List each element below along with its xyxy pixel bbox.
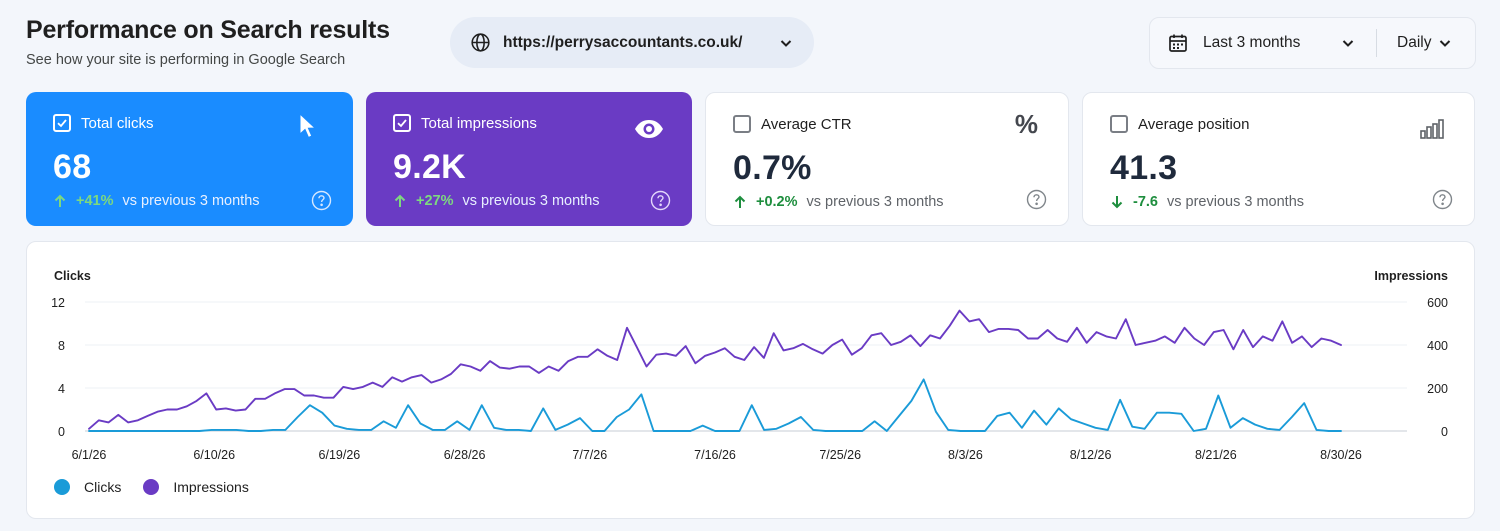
- average-ctr-card[interactable]: Average CTR % 0.7% +0.2% vs previous 3 m…: [705, 92, 1069, 226]
- help-icon[interactable]: [650, 190, 671, 211]
- date-range-label: Last 3 months: [1203, 34, 1301, 51]
- performance-chart: 0 0 4 200 8 400 12 600 Clicks Impressions 6/1/26 6/…: [26, 241, 1475, 519]
- bar-chart-icon: [1420, 119, 1444, 139]
- x-tick-label: 8/12/26: [1070, 448, 1112, 462]
- arrow-up-icon: [393, 194, 407, 208]
- x-tick-label: 7/7/26: [572, 448, 607, 462]
- checkbox-unchecked-icon[interactable]: [1110, 115, 1128, 133]
- page-subtitle: See how your site is performing in Googl…: [26, 52, 346, 68]
- checkbox-checked-icon[interactable]: [393, 114, 411, 132]
- chevron-down-icon: [1340, 35, 1356, 51]
- property-selector[interactable]: https://perrysaccountants.co.uk/: [450, 17, 814, 68]
- calendar-icon: [1168, 33, 1188, 53]
- chart-legend: Clicks Impressions: [54, 479, 271, 495]
- metric-delta: +27%: [416, 193, 454, 209]
- property-url: https://perrysaccountants.co.uk/: [503, 33, 743, 51]
- metric-value: 0.7%: [733, 149, 812, 187]
- granularity-selector[interactable]: Daily: [1377, 18, 1475, 68]
- metric-name: Total impressions: [421, 114, 537, 132]
- x-tick-label: 8/30/26: [1320, 448, 1362, 462]
- total-clicks-card[interactable]: Total clicks 68 +41% vs previous 3 month…: [26, 92, 353, 226]
- x-tick-label: 8/21/26: [1195, 448, 1237, 462]
- metric-name: Average CTR: [761, 115, 852, 133]
- metric-value: 41.3: [1110, 149, 1178, 187]
- legend-dot-clicks: [54, 479, 70, 495]
- y-left-tick: 4: [58, 382, 65, 396]
- metric-name: Average position: [1138, 115, 1250, 133]
- eye-icon: [634, 119, 664, 139]
- date-filter-bar: Last 3 months Daily: [1149, 17, 1476, 69]
- legend-dot-impressions: [143, 479, 160, 495]
- y-right-tick: 600: [1427, 296, 1448, 310]
- average-position-card[interactable]: Average position 41.3 -7.6 vs previous 3…: [1082, 92, 1475, 226]
- y-left-axis-label: Clicks: [54, 269, 91, 283]
- x-tick-label: 6/1/26: [72, 448, 107, 462]
- legend-label: Impressions: [173, 479, 249, 495]
- x-tick-label: 6/28/26: [444, 448, 486, 462]
- y-left-tick: 12: [51, 296, 65, 310]
- chevron-down-icon: [1437, 35, 1453, 51]
- granularity-label: Daily: [1397, 34, 1432, 51]
- y-left-tick: 8: [58, 339, 65, 353]
- arrow-up-icon: [733, 195, 747, 209]
- legend-item-clicks[interactable]: Clicks: [54, 479, 121, 495]
- arrow-down-icon: [1110, 195, 1124, 209]
- help-icon[interactable]: [1026, 189, 1047, 210]
- total-impressions-card[interactable]: Total impressions 9.2K +27% vs previous …: [366, 92, 692, 226]
- y-right-axis-label: Impressions: [1374, 269, 1448, 283]
- y-right-tick: 0: [1441, 425, 1448, 439]
- line-chart[interactable]: 0 0 4 200 8 400 12 600 Clicks Impressions 6/1/26 6/…: [27, 242, 1476, 520]
- legend-item-impressions[interactable]: Impressions: [143, 479, 249, 495]
- page-title: Performance on Search results: [26, 16, 390, 44]
- arrow-up-icon: [53, 194, 67, 208]
- checkbox-unchecked-icon[interactable]: [733, 115, 751, 133]
- x-tick-label: 7/16/26: [694, 448, 736, 462]
- comparison-text: vs previous 3 months: [806, 194, 944, 210]
- series-line-clicks[interactable]: [88, 378, 1342, 432]
- metric-name: Total clicks: [81, 114, 154, 132]
- metric-delta: -7.6: [1133, 194, 1158, 210]
- comparison-text: vs previous 3 months: [462, 193, 600, 209]
- checkbox-checked-icon[interactable]: [53, 114, 71, 132]
- x-tick-label: 6/10/26: [193, 448, 235, 462]
- chevron-down-icon: [778, 35, 794, 51]
- help-icon[interactable]: [1432, 189, 1453, 210]
- x-tick-label: 6/19/26: [319, 448, 361, 462]
- x-tick-label: 7/25/26: [819, 448, 861, 462]
- help-icon[interactable]: [311, 190, 332, 211]
- y-right-tick: 200: [1427, 382, 1448, 396]
- metric-delta: +41%: [76, 193, 114, 209]
- metric-value: 68: [53, 148, 92, 186]
- globe-icon: [470, 32, 491, 53]
- divider: [1376, 29, 1377, 57]
- comparison-text: vs previous 3 months: [1167, 194, 1305, 210]
- cursor-icon: [297, 112, 319, 140]
- date-range-selector[interactable]: Last 3 months: [1150, 18, 1376, 68]
- metric-delta: +0.2%: [756, 194, 798, 210]
- series-line-impressions[interactable]: [88, 309, 1342, 430]
- metric-value: 9.2K: [393, 148, 467, 186]
- comparison-text: vs previous 3 months: [122, 193, 260, 209]
- y-right-tick: 400: [1427, 339, 1448, 353]
- y-left-tick: 0: [58, 425, 65, 439]
- percent-icon: %: [1014, 109, 1038, 139]
- x-tick-label: 8/3/26: [948, 448, 983, 462]
- legend-label: Clicks: [84, 479, 122, 495]
